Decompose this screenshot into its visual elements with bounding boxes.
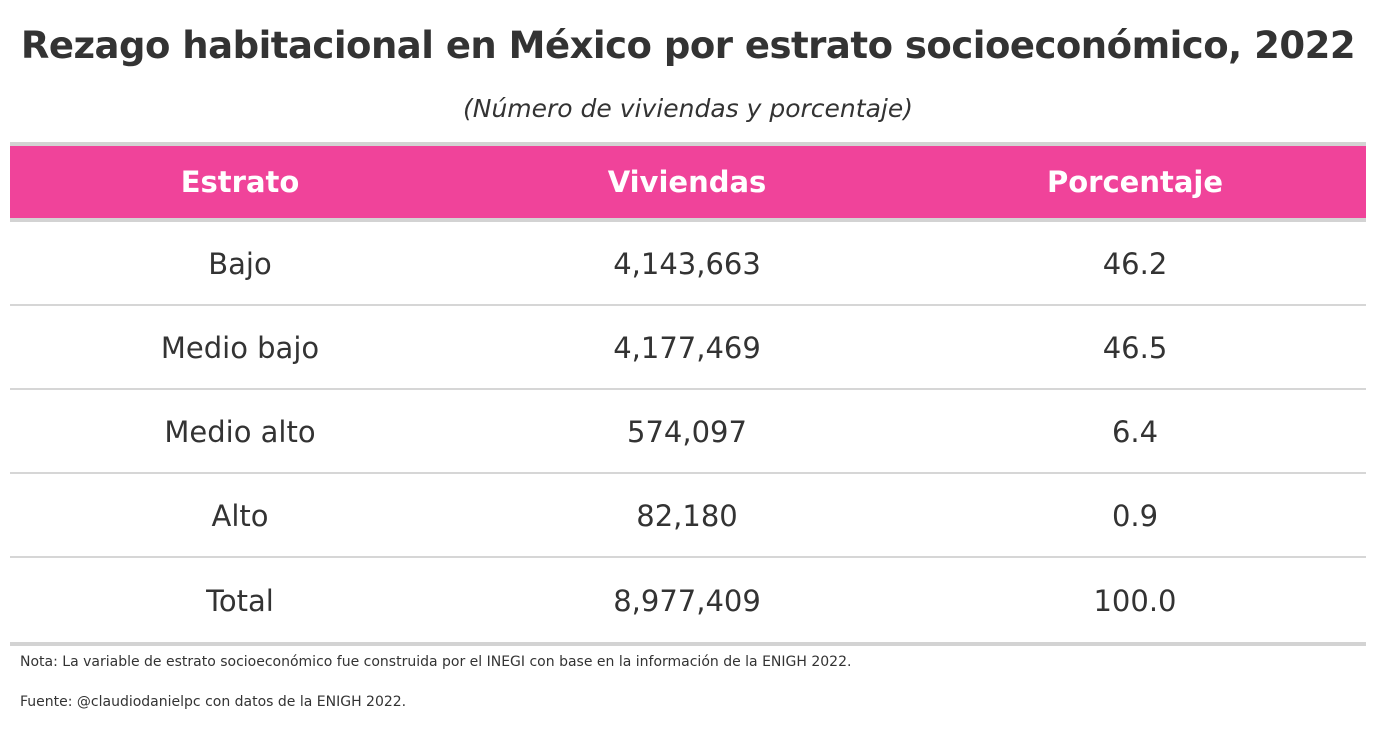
- table-header-row: Estrato Viviendas Porcentaje: [10, 146, 1366, 218]
- header-divider: [10, 218, 1366, 222]
- source-credit: Fuente: @claudiodanielpc con datos de la…: [20, 694, 407, 710]
- cell-porcentaje: 100.0: [1093, 584, 1177, 618]
- table-bottom-divider: [10, 642, 1366, 646]
- cell-viviendas: 4,177,469: [613, 331, 761, 365]
- table-row: Bajo 4,143,663 46.2: [10, 222, 1366, 306]
- page-title: Rezago habitacional en México por estrat…: [20, 24, 1356, 67]
- column-header-estrato: Estrato: [180, 165, 300, 199]
- cell-porcentaje: 0.9: [1111, 499, 1159, 533]
- cell-viviendas: 82,180: [636, 499, 738, 533]
- table-row: Alto 82,180 0.9: [10, 474, 1366, 558]
- cell-viviendas: 574,097: [627, 415, 747, 449]
- footnote: Nota: La variable de estrato socioeconóm…: [20, 654, 852, 670]
- cell-porcentaje: 6.4: [1111, 415, 1159, 449]
- column-header-porcentaje: Porcentaje: [1046, 165, 1224, 199]
- cell-estrato: Total: [206, 584, 274, 618]
- cell-estrato: Alto: [211, 499, 269, 533]
- cell-porcentaje: 46.5: [1102, 331, 1168, 365]
- table-row-total: Total 8,977,409 100.0: [10, 558, 1366, 642]
- cell-viviendas: 8,977,409: [613, 584, 761, 618]
- cell-estrato: Medio alto: [164, 415, 316, 449]
- table-top-divider: [10, 142, 1366, 146]
- column-header-viviendas: Viviendas: [607, 165, 767, 199]
- page-subtitle: (Número de viviendas y porcentaje): [463, 94, 913, 123]
- table-row: Medio bajo 4,177,469 46.5: [10, 306, 1366, 390]
- table-row: Medio alto 574,097 6.4: [10, 390, 1366, 474]
- cell-estrato: Bajo: [208, 247, 272, 281]
- data-table: Estrato Viviendas Porcentaje Bajo 4,143,…: [10, 142, 1366, 646]
- cell-porcentaje: 46.2: [1102, 247, 1168, 281]
- cell-viviendas: 4,143,663: [613, 247, 761, 281]
- cell-estrato: Medio bajo: [160, 331, 320, 365]
